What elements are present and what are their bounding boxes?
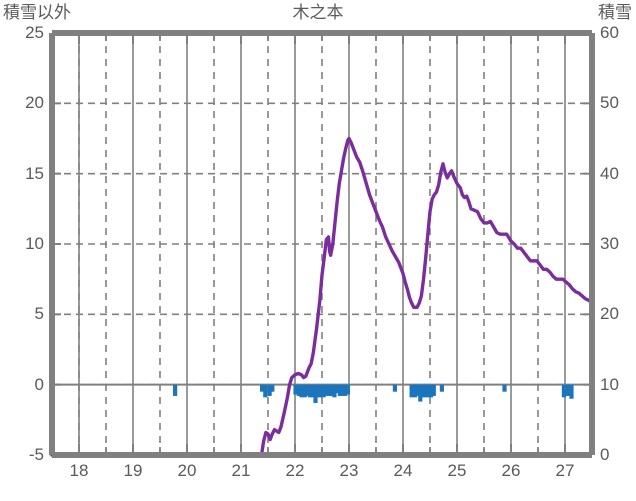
precip-bar [326, 384, 332, 396]
precip-bar [299, 384, 304, 398]
x-axis-tick-label: 19 [123, 461, 143, 480]
precip-bar [340, 384, 345, 396]
y-axis-right-tick-label: 20 [600, 304, 619, 324]
y-axis-right-tick-label: 30 [600, 234, 619, 253]
precip-bar [332, 384, 337, 398]
y-axis-left-tick-label: 15 [25, 163, 44, 183]
precip-bar [428, 384, 434, 398]
y-axis-right-tick-label: 50 [600, 93, 619, 113]
precip-bar [310, 384, 315, 398]
precip-bar [439, 384, 444, 392]
precip-bar [412, 384, 417, 398]
precip-bar [426, 384, 431, 398]
precip-bar [415, 384, 420, 396]
precip-bar [267, 384, 272, 396]
precip-bar [502, 384, 507, 392]
x-axis-tick-label: 25 [447, 461, 467, 480]
y-axis-right-tick-label: 60 [600, 23, 619, 42]
precip-bar [321, 384, 326, 398]
precip-bar [423, 384, 428, 398]
precip-bar [418, 384, 423, 402]
precip-bar [305, 384, 310, 396]
x-axis-tick-label: 20 [177, 461, 197, 480]
precip-bar [337, 384, 342, 396]
precip-bar [302, 384, 307, 398]
y-axis-left-tick-label: 20 [25, 93, 44, 113]
snow-depth-line [50, 136, 594, 457]
page-title: 木之本 [292, 3, 344, 22]
precip-bar [173, 384, 178, 396]
precip-bar [345, 384, 351, 395]
precip-bar [263, 384, 268, 398]
precip-bar [270, 384, 275, 392]
left-axis-title: 積雪以外 [3, 3, 71, 22]
precip-bar [329, 384, 334, 396]
precip-bar [293, 384, 298, 395]
precip-bar [318, 384, 324, 398]
y-axis-left-tick-label: 0 [34, 374, 44, 394]
precip-bar [308, 384, 313, 398]
x-axis-tick-label: 21 [231, 461, 251, 480]
y-axis-left-tick-label: 5 [34, 304, 44, 324]
precip-bar [409, 384, 414, 398]
y-axis-right-tick-label: 40 [600, 163, 619, 183]
y-axis-right-tick-label: 0 [600, 445, 610, 464]
y-axis-left-tick-label: 10 [25, 234, 44, 253]
y-axis-right-tick-label: 10 [600, 374, 619, 394]
precip-bar [392, 384, 397, 392]
precip-bar [259, 384, 265, 392]
y-axis-left-tick-label: -5 [28, 445, 44, 464]
x-axis-tick-label: 26 [501, 461, 521, 480]
precip-bar [324, 384, 329, 396]
precip-bar [561, 384, 567, 398]
precip-bar [296, 384, 301, 396]
precip-bar [335, 384, 340, 394]
y-axis-left-tick-label: 25 [25, 23, 44, 42]
precip-bar [431, 384, 436, 396]
x-axis-tick-label: 22 [285, 461, 305, 480]
x-axis-tick-label: 24 [393, 461, 413, 480]
right-axis-title: 積雪 [598, 3, 632, 22]
precip-bar [313, 384, 318, 403]
precip-bar [316, 384, 321, 398]
precip-bar [420, 384, 426, 398]
precip-bar [569, 384, 574, 399]
x-axis-tick-label: 18 [69, 461, 89, 480]
x-axis-tick-label: 23 [339, 461, 359, 480]
precip-bar [565, 384, 570, 396]
precip-bar [343, 384, 348, 396]
x-axis-tick-label: 27 [555, 461, 575, 480]
